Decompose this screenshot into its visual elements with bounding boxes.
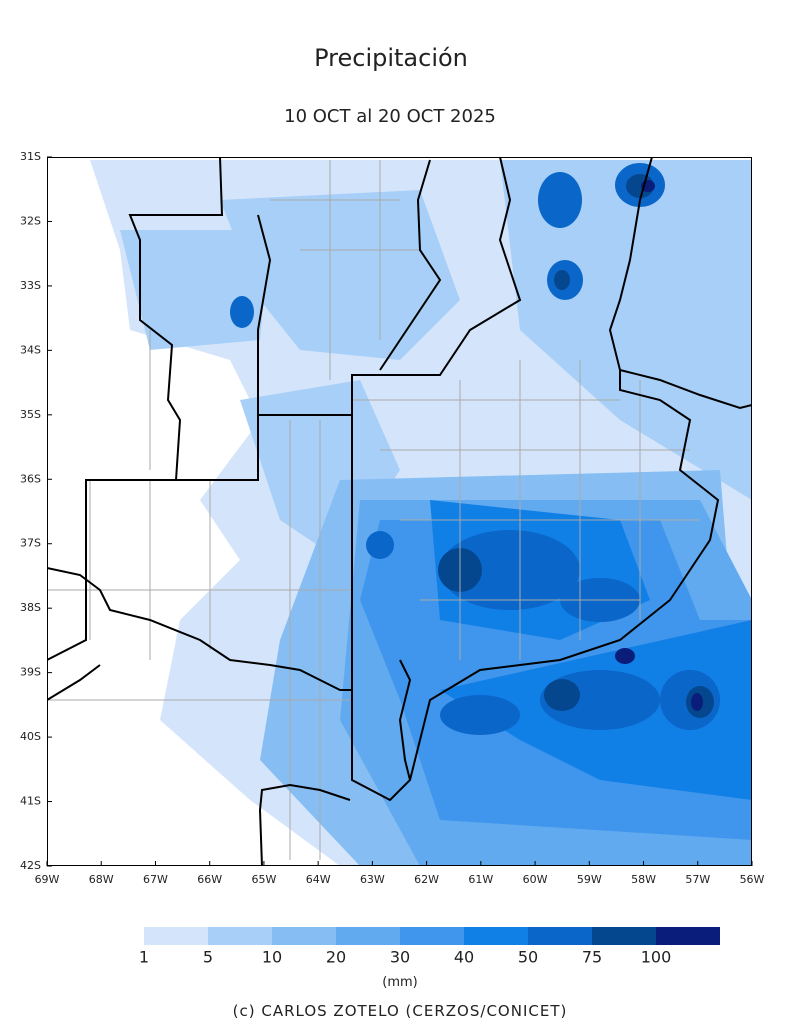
lat-label: 33S xyxy=(20,279,41,292)
lon-label: 69W xyxy=(35,873,60,886)
lat-label: 32S xyxy=(20,214,41,227)
lon-label: 60W xyxy=(523,873,548,886)
colorbar-label: 1 xyxy=(139,948,149,967)
title: Precipitación xyxy=(314,44,468,72)
lon-label: 63W xyxy=(360,873,385,886)
colorbar-swatch xyxy=(336,927,400,945)
colorbar-label: 100 xyxy=(641,948,672,967)
lon-label: 64W xyxy=(306,873,331,886)
colorbar-swatch xyxy=(400,927,464,945)
lon-label: 57W xyxy=(685,873,710,886)
colorbar-label: 30 xyxy=(390,948,410,967)
colorbar-swatch xyxy=(144,927,208,945)
lon-label: 66W xyxy=(197,873,222,886)
lon-label: 62W xyxy=(414,873,439,886)
colorbar-swatch xyxy=(528,927,592,945)
colorbar-label: 40 xyxy=(454,948,474,967)
lon-label: 59W xyxy=(577,873,602,886)
lat-label: 31S xyxy=(20,150,41,163)
lon-label: 67W xyxy=(143,873,168,886)
colorbar-label: 75 xyxy=(582,948,602,967)
colorbar-label: 20 xyxy=(326,948,346,967)
lat-label: 39S xyxy=(20,666,41,679)
colorbar-swatch xyxy=(656,927,720,945)
colorbar-label: 5 xyxy=(203,948,213,967)
lat-label: 36S xyxy=(20,472,41,485)
subtitle: 10 OCT al 20 OCT 2025 xyxy=(284,106,496,127)
lon-label: 56W xyxy=(740,873,765,886)
unit-label: (mm) xyxy=(382,975,417,990)
colorbar-swatch xyxy=(272,927,336,945)
colorbar-swatch xyxy=(464,927,528,945)
credit: (c) CARLOS ZOTELO (CERZOS/CONICET) xyxy=(233,1002,568,1020)
lat-label: 34S xyxy=(20,343,41,356)
lat-label: 38S xyxy=(20,601,41,614)
colorbar-label: 50 xyxy=(518,948,538,967)
lon-label: 65W xyxy=(251,873,276,886)
lon-label: 61W xyxy=(468,873,493,886)
lat-label: 40S xyxy=(20,730,41,743)
lat-label: 41S xyxy=(20,795,41,808)
colorbar-label: 10 xyxy=(262,948,282,967)
lon-label: 58W xyxy=(631,873,656,886)
lat-label: 35S xyxy=(20,408,41,421)
lat-label: 42S xyxy=(20,859,41,872)
lon-label: 68W xyxy=(89,873,114,886)
lat-label: 37S xyxy=(20,537,41,550)
colorbar-swatch xyxy=(592,927,656,945)
precipitation-field xyxy=(47,157,752,866)
colorbar-swatch xyxy=(208,927,272,945)
